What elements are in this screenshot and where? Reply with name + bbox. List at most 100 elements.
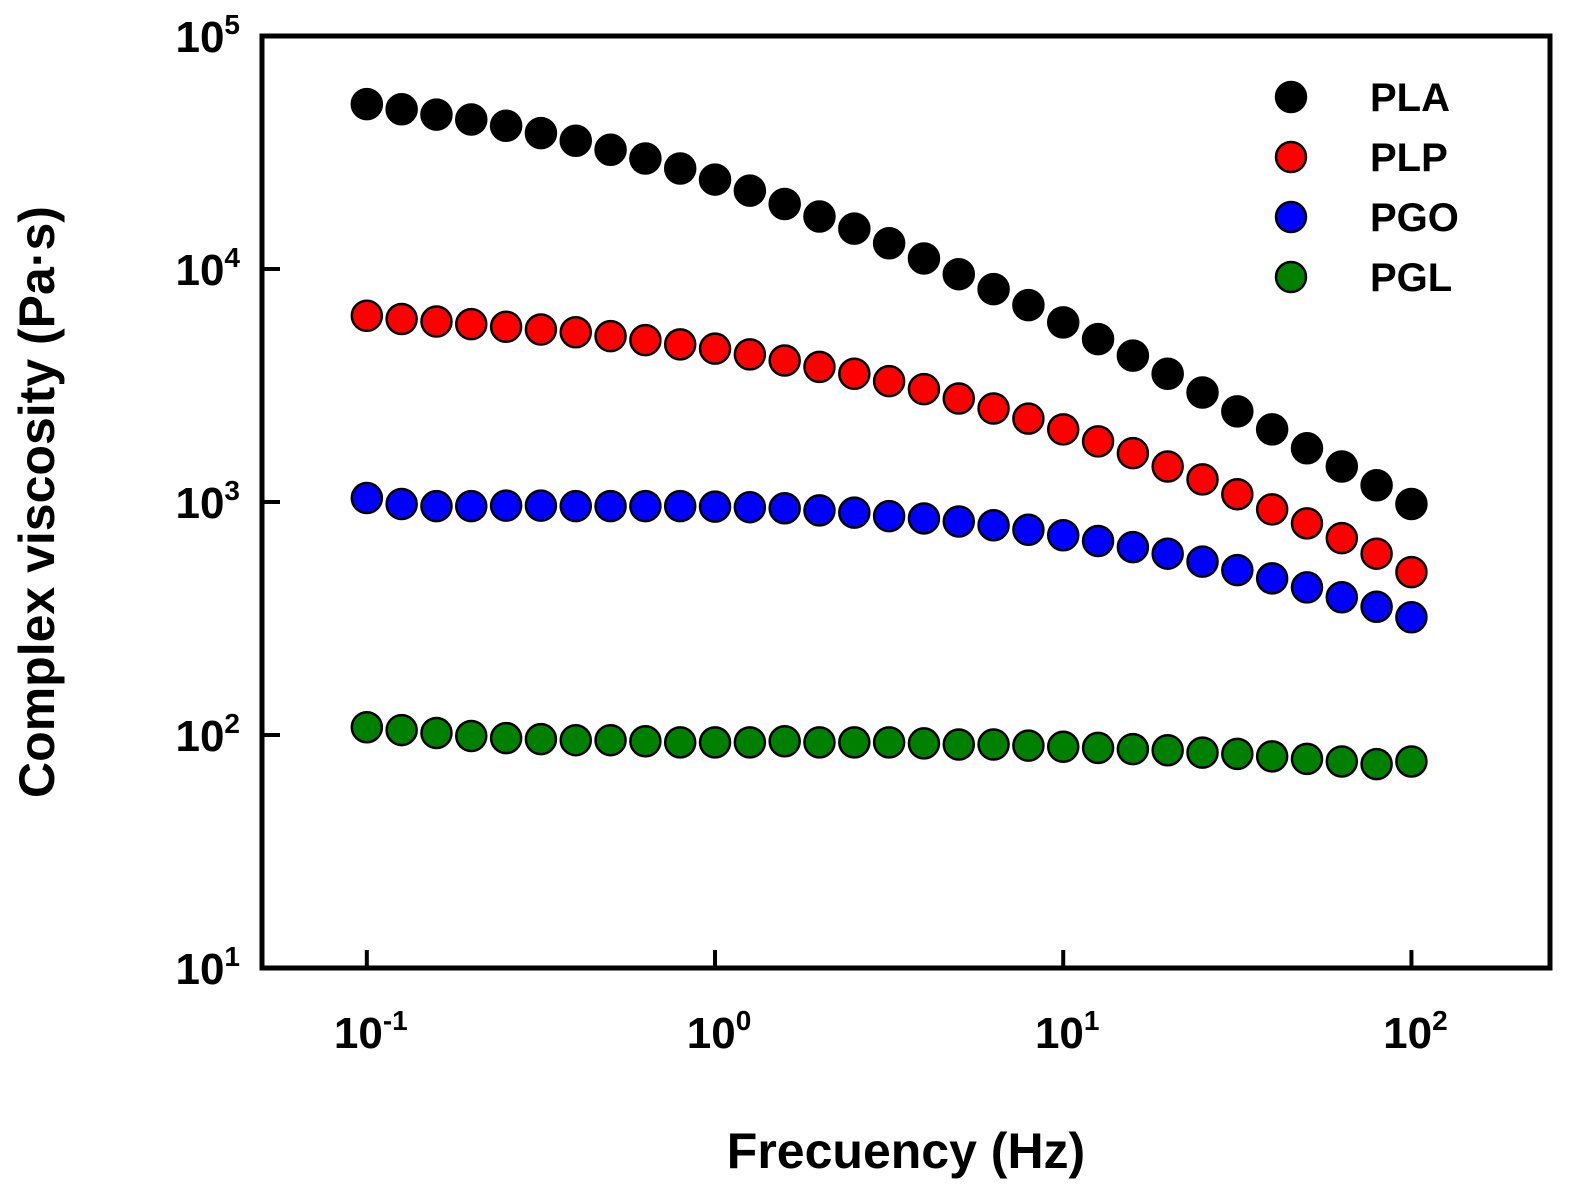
y-tick-exponent: 4 xyxy=(224,242,240,273)
y-tick-base: 10 xyxy=(175,479,224,528)
point-pla-6 xyxy=(559,124,592,158)
point-pgo-8 xyxy=(629,489,662,523)
point-pla-12 xyxy=(768,187,801,221)
point-pla-0 xyxy=(350,87,384,121)
point-plp-5 xyxy=(524,313,558,346)
point-pgl-0 xyxy=(350,710,384,744)
point-pgl-13 xyxy=(803,726,836,759)
point-plp-23 xyxy=(1151,450,1184,483)
point-pgo-10 xyxy=(698,490,732,523)
point-pgl-25 xyxy=(1221,737,1254,771)
point-pgo-7 xyxy=(594,489,627,523)
point-pgo-24 xyxy=(1186,545,1219,578)
point-pla-10 xyxy=(698,163,732,196)
point-pgl-12 xyxy=(768,725,801,758)
point-pgo-3 xyxy=(455,489,488,523)
point-pgl-16 xyxy=(907,727,941,760)
point-pgl-21 xyxy=(1081,731,1115,765)
x-tick-exponent: -1 xyxy=(383,1005,408,1036)
point-pla-11 xyxy=(733,174,767,207)
x-tick-base: 10 xyxy=(687,1009,736,1058)
y-tick-exponent: 3 xyxy=(224,475,240,506)
y-tick-exponent: 2 xyxy=(224,708,240,739)
point-pla-14 xyxy=(838,212,871,245)
y-tick-exponent: 5 xyxy=(224,9,240,40)
y-tick-label-103: 103 xyxy=(175,475,240,528)
point-pgo-4 xyxy=(489,489,523,522)
point-pgo-5 xyxy=(524,489,558,522)
point-pla-9 xyxy=(663,152,697,185)
point-pgo-13 xyxy=(803,494,836,527)
point-pla-21 xyxy=(1081,322,1115,356)
x-tick-exponent: 2 xyxy=(1432,1005,1448,1036)
point-pgl-14 xyxy=(838,726,871,759)
point-pgl-11 xyxy=(733,726,767,759)
y-tick-label-102: 102 xyxy=(175,708,240,761)
point-plp-26 xyxy=(1255,493,1289,526)
x-tick-base: 10 xyxy=(1035,1009,1084,1058)
point-pla-15 xyxy=(872,226,906,260)
legend-marker-plp xyxy=(1274,140,1308,174)
point-pgo-27 xyxy=(1290,571,1324,604)
point-pla-23 xyxy=(1151,357,1184,391)
point-plp-29 xyxy=(1360,537,1393,570)
point-plp-30 xyxy=(1395,555,1428,589)
point-pgl-20 xyxy=(1046,730,1080,764)
point-pla-24 xyxy=(1186,376,1219,409)
point-pla-16 xyxy=(907,242,941,275)
point-plp-12 xyxy=(768,344,801,377)
point-pgo-20 xyxy=(1046,518,1080,552)
point-pgl-5 xyxy=(524,722,558,756)
point-pgo-14 xyxy=(838,496,871,529)
point-plp-7 xyxy=(594,319,627,353)
point-plp-6 xyxy=(559,316,592,349)
point-pla-26 xyxy=(1255,413,1289,446)
point-pgl-29 xyxy=(1360,747,1393,781)
point-plp-17 xyxy=(942,382,976,415)
x-tick-exponent: 1 xyxy=(1084,1005,1100,1036)
x-tick-base: 10 xyxy=(1383,1009,1432,1058)
point-pla-25 xyxy=(1221,395,1254,428)
point-pgo-0 xyxy=(350,481,384,515)
legend-label-plp: PLP xyxy=(1370,136,1448,180)
point-pla-20 xyxy=(1046,306,1080,339)
series-pla xyxy=(350,87,1428,521)
point-pgo-28 xyxy=(1325,581,1359,614)
point-plp-1 xyxy=(385,302,418,336)
point-plp-28 xyxy=(1325,521,1359,555)
point-pgl-15 xyxy=(872,726,906,759)
x-tick-label-10-1: 10-1 xyxy=(334,1005,408,1058)
point-pgo-30 xyxy=(1395,601,1428,634)
point-pgl-9 xyxy=(663,726,697,759)
point-pgo-6 xyxy=(559,489,592,523)
point-pgl-10 xyxy=(698,726,732,759)
point-pla-17 xyxy=(942,257,976,291)
point-plp-22 xyxy=(1116,436,1150,470)
point-pla-28 xyxy=(1325,450,1359,483)
series-pgl xyxy=(350,710,1428,781)
point-pgo-12 xyxy=(768,492,801,525)
point-pgl-19 xyxy=(1012,729,1045,762)
x-axis-title: Frecuency (Hz) xyxy=(727,1123,1085,1179)
point-pgo-2 xyxy=(420,489,453,523)
point-pla-19 xyxy=(1012,288,1045,322)
data-points xyxy=(350,87,1428,781)
point-pgl-26 xyxy=(1255,740,1289,773)
point-pgo-22 xyxy=(1116,530,1150,564)
point-plp-19 xyxy=(1012,402,1045,435)
point-pgo-15 xyxy=(872,499,906,533)
x-tick-exponent: 0 xyxy=(736,1005,752,1036)
point-plp-24 xyxy=(1186,463,1219,496)
y-tick-label-104: 104 xyxy=(175,242,240,295)
x-tick-label-101: 101 xyxy=(1035,1005,1100,1058)
point-pgo-18 xyxy=(977,508,1010,542)
point-pgl-27 xyxy=(1290,742,1324,776)
legend: PLA PLP PGO PGL xyxy=(1274,76,1459,300)
point-plp-10 xyxy=(698,332,732,365)
point-plp-20 xyxy=(1046,413,1080,446)
point-pla-7 xyxy=(594,133,627,166)
point-pla-4 xyxy=(489,109,523,142)
y-axis-title: Complex viscosity (Pa·s) xyxy=(9,206,65,798)
point-pgo-11 xyxy=(733,490,767,524)
point-pgl-23 xyxy=(1151,734,1184,767)
